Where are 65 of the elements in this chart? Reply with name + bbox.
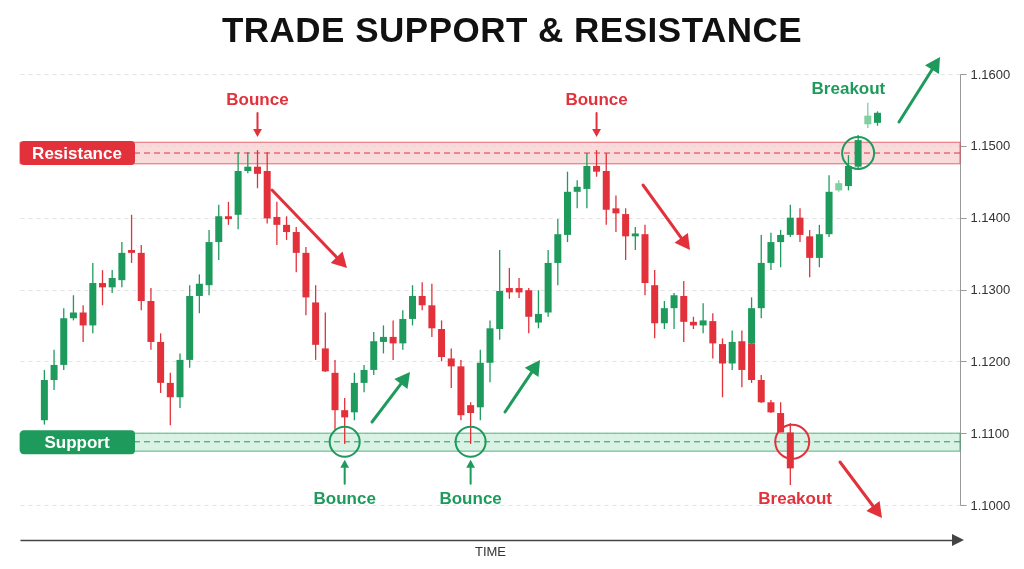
candlestick xyxy=(467,401,475,445)
candlestick xyxy=(292,226,300,273)
candlestick xyxy=(79,304,87,343)
candlestick xyxy=(418,281,426,311)
candlestick xyxy=(428,283,436,338)
annotation: Breakout xyxy=(811,79,886,98)
candlestick xyxy=(409,284,416,327)
chart-title: TRADE SUPPORT & RESISTANCE xyxy=(220,10,804,50)
candlestick xyxy=(660,300,668,330)
y-tick-label: 1.1400 xyxy=(970,210,1011,226)
candlestick xyxy=(379,324,387,355)
annotation: Bounce xyxy=(313,488,376,508)
candlestick xyxy=(719,337,726,398)
candlestick xyxy=(195,273,203,314)
candlestick xyxy=(573,179,581,209)
y-tick-label: 1.1100 xyxy=(970,425,1010,441)
candlestick xyxy=(128,214,136,264)
candlestick xyxy=(447,347,455,389)
candlestick xyxy=(389,319,397,361)
candlestick xyxy=(699,302,707,334)
candlestick xyxy=(583,152,591,209)
candlestick xyxy=(767,232,775,271)
y-tick-label: 1.1500 xyxy=(970,138,1011,154)
candlestick xyxy=(709,312,717,360)
y-tick-label: 1.1600 xyxy=(970,66,1011,82)
candlestick xyxy=(612,194,620,233)
candlestick xyxy=(728,329,736,371)
annotation: Breakout xyxy=(758,488,833,508)
candlestick xyxy=(844,154,852,192)
candlestick xyxy=(806,229,814,278)
candlestick xyxy=(631,226,639,251)
candlestick xyxy=(166,372,174,426)
label-tag: Support xyxy=(20,430,135,455)
candlestick xyxy=(244,151,252,174)
candlestick xyxy=(50,349,58,391)
candlestick xyxy=(321,311,329,373)
candlestick xyxy=(505,267,513,300)
candlestick xyxy=(757,374,765,404)
candlestick xyxy=(622,207,630,261)
candlestick xyxy=(777,229,785,268)
band-label: Support xyxy=(44,433,110,453)
candlestick xyxy=(341,397,349,445)
candlestick xyxy=(108,269,116,294)
candlestick xyxy=(864,102,872,129)
candlestick xyxy=(534,289,542,329)
candlestick xyxy=(796,207,804,243)
candlestick xyxy=(99,269,106,306)
label-tag: Resistance xyxy=(20,141,135,165)
candlestick xyxy=(283,215,291,241)
annotation: Bounce xyxy=(565,90,628,110)
candlestick xyxy=(515,277,523,299)
y-tick-label: 1.1200 xyxy=(970,353,1011,369)
annotation: Bounce xyxy=(439,488,502,508)
candlestick xyxy=(69,294,77,322)
y-tick-label: 1.1300 xyxy=(970,282,1011,297)
candlestick xyxy=(815,224,823,268)
candlestick xyxy=(273,201,281,246)
annotation: Bounce xyxy=(226,90,289,110)
candlestick xyxy=(670,292,678,330)
band-label: Resistance xyxy=(32,144,122,164)
candlestick xyxy=(786,204,794,238)
y-tick-label: 1.1000 xyxy=(970,497,1011,513)
x-axis-title: TIME xyxy=(474,543,507,559)
candlestick xyxy=(360,364,368,393)
candlestick xyxy=(224,201,232,226)
